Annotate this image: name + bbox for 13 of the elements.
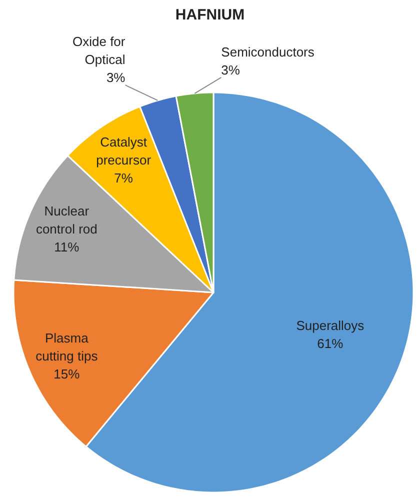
- data-label: 15%: [54, 366, 80, 382]
- data-label: 11%: [54, 239, 80, 254]
- slice-label: Nuclear control rod: [36, 203, 98, 236]
- data-label: 3%: [106, 70, 126, 86]
- chart-title: HAFNIUM: [175, 6, 245, 24]
- data-label: 3%: [221, 62, 240, 78]
- data-label: 61%: [317, 336, 344, 352]
- slice-label: Plasma cutting tips: [36, 330, 98, 364]
- data-label: 7%: [114, 170, 134, 186]
- slice-label: Oxide for Optical: [72, 34, 126, 68]
- slice-label: Semiconductors: [221, 44, 315, 60]
- slice-label: Superalloys: [296, 318, 365, 334]
- slice-label: Catalyst precursor: [96, 134, 152, 168]
